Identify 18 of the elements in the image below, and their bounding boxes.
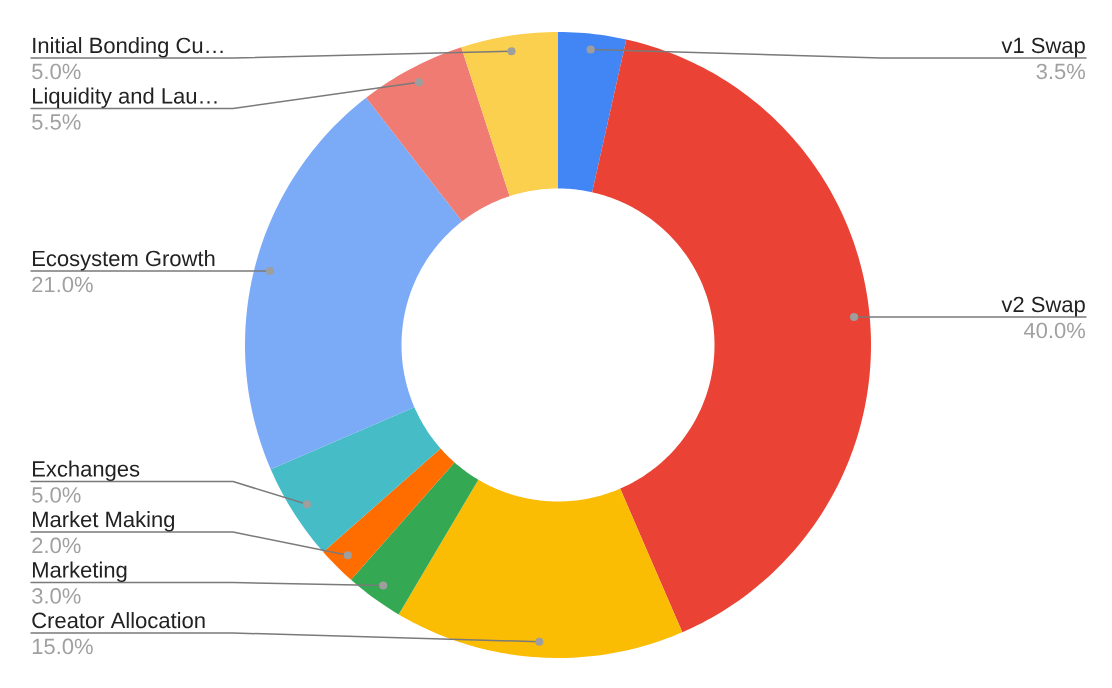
- data-label: 2.0%: [32, 537, 81, 554]
- slice-label: v2 Swap: [1001, 296, 1085, 317]
- slice-label: Exchanges: [33, 460, 140, 482]
- data-label: 21.0%: [32, 276, 93, 293]
- slice-label: Market Making: [33, 511, 175, 532]
- slice-label: Marketing: [33, 561, 127, 583]
- data-label: 3.5%: [1036, 63, 1086, 80]
- slice-label: Ecosystem Growth: [33, 250, 215, 271]
- data-label: 40.0%: [1023, 322, 1085, 339]
- slice-label: Initial Bonding Cu…: [33, 37, 223, 58]
- data-label: 3.0%: [32, 588, 81, 604]
- data-label: 5.0%: [32, 487, 81, 503]
- slice-label: v1 Swap: [1001, 37, 1085, 58]
- data-label: 5.5%: [32, 114, 81, 130]
- slice-label: Liquidity and Lau…: [33, 87, 217, 109]
- slice-label: Creator Allocation: [32, 612, 205, 629]
- data-label: 15.0%: [32, 638, 93, 655]
- data-label: 5.0%: [32, 63, 81, 80]
